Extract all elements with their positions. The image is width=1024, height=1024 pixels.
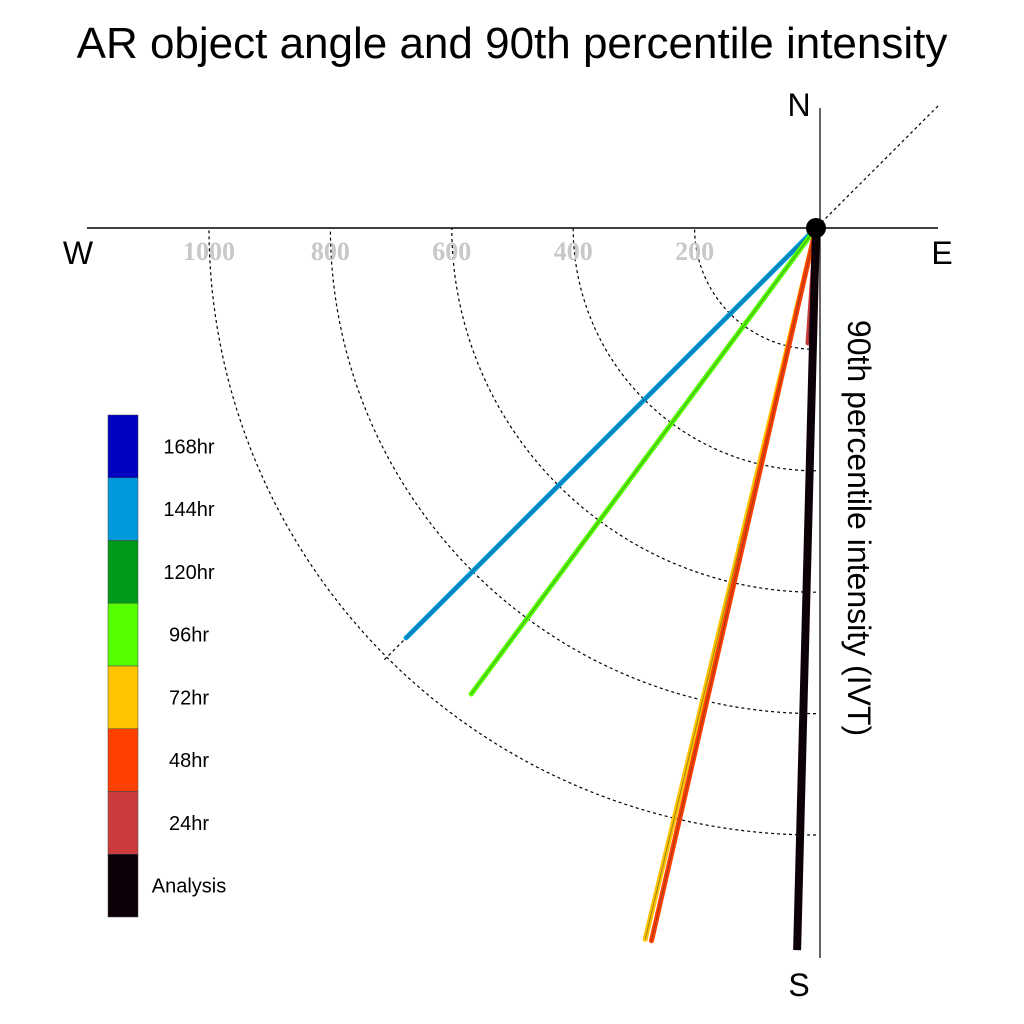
tick-label-1000: 1000 bbox=[183, 237, 235, 266]
tick-label-600: 600 bbox=[432, 237, 471, 266]
legend-swatch-168hr bbox=[107, 414, 139, 478]
legend-label-168hr: 168hr bbox=[163, 436, 214, 458]
vector-144hr bbox=[405, 227, 817, 639]
legend-label-120hr: 120hr bbox=[163, 562, 214, 584]
angle-vectors bbox=[403, 108, 821, 958]
legend-swatch-96hr bbox=[107, 603, 139, 667]
east-label: E bbox=[931, 235, 952, 271]
legend-label-144hr: 144hr bbox=[163, 499, 214, 521]
radial-tick-labels: 200 400 600 800 1000 bbox=[183, 237, 714, 266]
vector-48hr bbox=[651, 227, 817, 941]
vector-96hr bbox=[470, 227, 817, 695]
origin-marker bbox=[806, 218, 826, 238]
north-label: N bbox=[787, 87, 810, 123]
legend-swatch-72hr bbox=[107, 665, 139, 729]
west-label: W bbox=[63, 235, 94, 271]
vector-144hr-outline bbox=[403, 225, 819, 641]
legend-swatch-analysis bbox=[107, 854, 139, 918]
vector-analysis bbox=[793, 227, 820, 951]
south-label: S bbox=[788, 967, 809, 1003]
legend-label-72hr: 72hr bbox=[169, 687, 209, 709]
legend-swatch-144hr bbox=[107, 477, 139, 541]
legend-swatch-24hr bbox=[107, 791, 139, 855]
chart-title: AR object angle and 90th percentile inte… bbox=[77, 19, 948, 68]
tick-label-400: 400 bbox=[554, 237, 593, 266]
vector-96hr-outline bbox=[468, 225, 819, 697]
legend: 168hr 144hr 120hr 96hr 72hr 48hr 24hr Analysis bbox=[107, 414, 226, 918]
legend-label-analysis: Analysis bbox=[152, 876, 226, 898]
legend-label-48hr: 48hr bbox=[169, 750, 209, 772]
tick-label-200: 200 bbox=[675, 237, 714, 266]
legend-swatch-120hr bbox=[107, 540, 139, 604]
vector-48hr-outline bbox=[649, 225, 819, 944]
legend-label-96hr: 96hr bbox=[169, 625, 209, 647]
tick-label-800: 800 bbox=[311, 237, 350, 266]
radial-axis-label: 90th percentile intensity (IVT) bbox=[841, 320, 877, 736]
legend-swatch-48hr bbox=[107, 728, 139, 792]
legend-label-24hr: 24hr bbox=[169, 813, 209, 835]
